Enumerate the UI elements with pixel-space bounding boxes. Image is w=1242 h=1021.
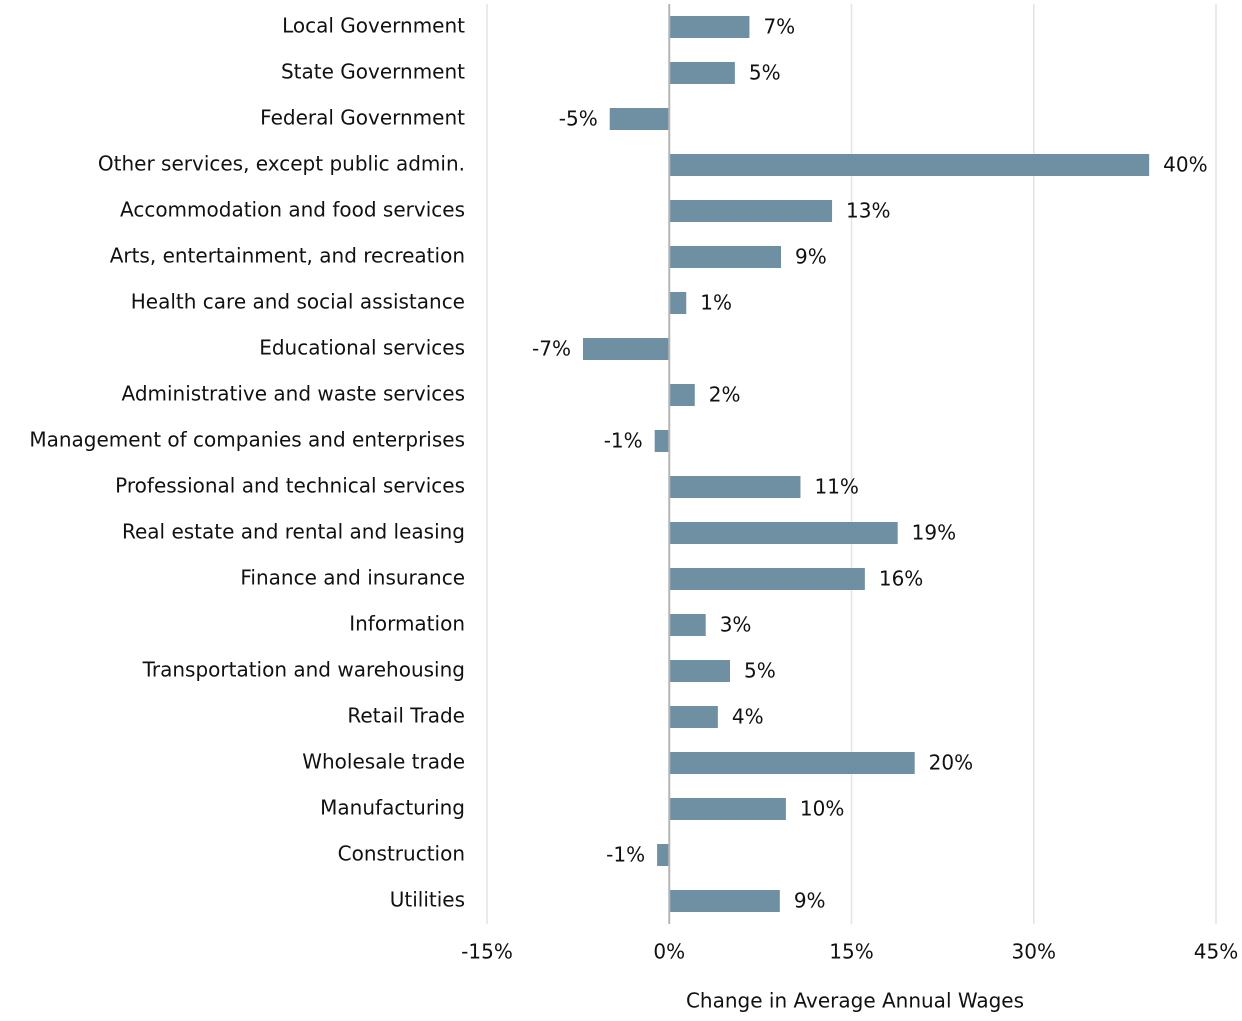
x-axis-title: Change in Average Annual Wages xyxy=(686,989,1024,1013)
bar xyxy=(669,890,780,912)
x-tick-label: 30% xyxy=(1012,940,1056,964)
bar xyxy=(669,16,750,38)
y-tick-label: Arts, entertainment, and recreation xyxy=(110,244,465,268)
bar xyxy=(669,246,782,268)
bar xyxy=(669,154,1150,176)
y-tick-label: Educational services xyxy=(259,336,465,360)
bar xyxy=(669,614,706,636)
bar xyxy=(669,568,865,590)
bar xyxy=(657,844,670,866)
value-label: 10% xyxy=(800,797,844,821)
value-label: 1% xyxy=(700,291,732,315)
bar xyxy=(609,108,670,130)
bar xyxy=(669,384,695,406)
x-tick-label: -15% xyxy=(461,940,513,964)
value-label: 2% xyxy=(709,383,741,407)
value-label: 5% xyxy=(744,659,776,683)
bar xyxy=(669,476,801,498)
bar xyxy=(654,430,670,452)
y-tick-label: Management of companies and enterprises xyxy=(29,428,465,452)
y-tick-label: Transportation and warehousing xyxy=(142,658,465,682)
y-tick-label: Information xyxy=(349,612,465,636)
value-label: 20% xyxy=(929,751,973,775)
bar xyxy=(669,660,730,682)
bar xyxy=(669,62,735,84)
y-tick-label: Other services, except public admin. xyxy=(98,152,465,176)
value-label: -1% xyxy=(606,843,645,867)
value-label: 5% xyxy=(749,61,781,85)
value-label: 11% xyxy=(814,475,858,499)
value-label: 40% xyxy=(1163,153,1207,177)
bar xyxy=(669,798,786,820)
value-label: 9% xyxy=(795,245,827,269)
y-tick-label: Real estate and rental and leasing xyxy=(122,520,465,544)
bar xyxy=(582,338,670,360)
value-label: 19% xyxy=(912,521,956,545)
y-tick-label: Professional and technical services xyxy=(115,474,465,498)
y-tick-label: Health care and social assistance xyxy=(131,290,465,314)
value-label: 7% xyxy=(763,15,795,39)
y-tick-label: Federal Government xyxy=(260,106,465,130)
y-tick-label: Accommodation and food services xyxy=(120,198,465,222)
value-label: -5% xyxy=(559,107,598,131)
bar xyxy=(669,706,718,728)
bar xyxy=(669,752,915,774)
y-tick-label: Retail Trade xyxy=(347,704,465,728)
value-label: 9% xyxy=(794,889,826,913)
y-tick-label: Administrative and waste services xyxy=(121,382,465,406)
y-tick-label: Construction xyxy=(338,842,465,866)
x-tick-label: 45% xyxy=(1194,940,1238,964)
y-tick-label: Utilities xyxy=(390,888,465,912)
bar xyxy=(669,522,898,544)
y-tick-label: Wholesale trade xyxy=(302,750,465,774)
value-label: 13% xyxy=(846,199,890,223)
value-label: -7% xyxy=(532,337,571,361)
value-label: 4% xyxy=(732,705,764,729)
y-tick-label: Manufacturing xyxy=(320,796,465,820)
bar xyxy=(669,200,833,222)
y-tick-label: Local Government xyxy=(282,14,465,38)
bar xyxy=(669,292,687,314)
value-label: 3% xyxy=(720,613,752,637)
x-tick-label: 0% xyxy=(653,940,685,964)
value-label: 16% xyxy=(879,567,923,591)
y-tick-label: Finance and insurance xyxy=(240,566,465,590)
x-tick-label: 15% xyxy=(829,940,873,964)
value-label: -1% xyxy=(604,429,643,453)
y-tick-label: State Government xyxy=(281,60,465,84)
